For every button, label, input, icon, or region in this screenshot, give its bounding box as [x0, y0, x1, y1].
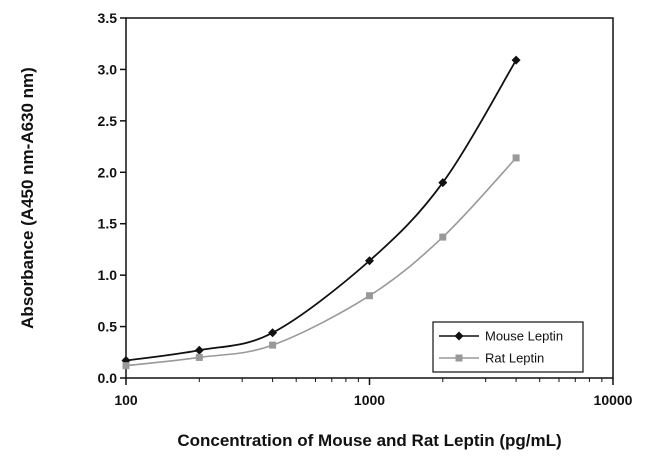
y-tick-label: 2.5 — [98, 113, 118, 129]
series-rat-leptin — [122, 154, 520, 370]
x-axis-title: Concentration of Mouse and Rat Leptin (p… — [177, 431, 561, 450]
data-point-rat-leptin — [439, 233, 447, 241]
legend: Mouse Leptin Rat Leptin — [432, 321, 584, 373]
series-line-mouse-leptin — [125, 59, 517, 362]
data-point-rat-leptin — [195, 353, 203, 361]
data-point-mouse-leptin — [268, 328, 278, 338]
y-tick-label: 1.0 — [98, 267, 118, 283]
data-point-rat-leptin — [512, 154, 520, 162]
y-axis-ticks: 0.0 0.5 1.0 1.5 2.0 2.5 3.0 3.5 — [98, 10, 126, 386]
x-tick-label: 100 — [114, 392, 138, 408]
legend-label-mouse-leptin: Mouse Leptin — [485, 329, 563, 344]
y-tick-label: 0.5 — [98, 319, 118, 335]
legend-box — [432, 321, 584, 373]
data-point-mouse-leptin — [194, 345, 204, 355]
data-point-rat-leptin — [366, 292, 373, 300]
series-mouse-leptin — [121, 55, 521, 366]
y-tick-label: 2.0 — [98, 164, 118, 180]
series-layer — [121, 55, 521, 370]
data-point-mouse-leptin — [511, 55, 521, 65]
y-tick-label: 0.0 — [98, 370, 118, 386]
legend-marker-rat-leptin — [455, 354, 463, 362]
legend-label-rat-leptin: Rat Leptin — [485, 351, 544, 366]
data-point-rat-leptin — [122, 362, 130, 370]
y-tick-label: 3.5 — [98, 10, 118, 26]
legend-marker-mouse-leptin — [454, 331, 464, 341]
data-point-mouse-leptin — [365, 256, 374, 266]
data-point-rat-leptin — [269, 341, 277, 349]
x-tick-label: 10000 — [594, 392, 633, 408]
data-point-mouse-leptin — [438, 178, 448, 188]
y-tick-label: 1.5 — [98, 216, 118, 232]
y-axis-title: Absorbance (A450 nm-A630 nm) — [18, 67, 37, 329]
x-tick-label: 1000 — [354, 392, 385, 408]
x-axis-ticks: 100 1000 10000 — [114, 378, 633, 408]
y-tick-label: 3.0 — [98, 61, 118, 77]
